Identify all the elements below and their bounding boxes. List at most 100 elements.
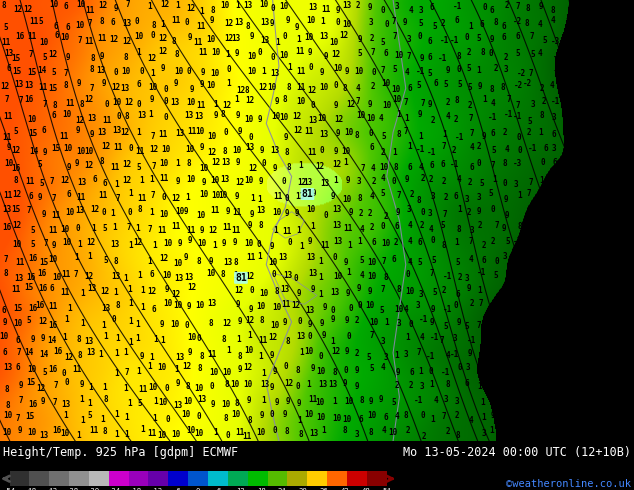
Bar — [248, 471, 268, 486]
Text: 11: 11 — [171, 16, 180, 25]
Bar — [129, 471, 148, 486]
Text: -3: -3 — [553, 51, 562, 61]
Text: 1: 1 — [199, 7, 204, 16]
Text: 8: 8 — [63, 81, 68, 90]
Text: 2: 2 — [395, 381, 399, 390]
Text: 1: 1 — [77, 431, 81, 440]
Text: 7: 7 — [592, 397, 597, 406]
Text: 5: 5 — [391, 398, 396, 407]
Text: 4: 4 — [538, 49, 542, 58]
Text: 8: 8 — [333, 368, 337, 377]
Text: 11: 11 — [158, 130, 167, 139]
Text: 1: 1 — [124, 384, 128, 393]
Text: 13: 13 — [3, 363, 12, 371]
Text: 5: 5 — [138, 399, 142, 408]
Text: -3: -3 — [576, 380, 586, 389]
Text: 13: 13 — [223, 258, 233, 267]
Text: 0: 0 — [102, 208, 107, 217]
Text: 11: 11 — [296, 67, 305, 75]
Text: 9: 9 — [490, 398, 495, 408]
Text: 9: 9 — [344, 67, 349, 76]
Text: 6: 6 — [470, 163, 474, 172]
Text: 8: 8 — [116, 301, 120, 310]
Text: 1: 1 — [226, 79, 231, 88]
Text: 12: 12 — [86, 238, 96, 247]
Text: 8: 8 — [89, 65, 94, 74]
Text: 10: 10 — [272, 112, 281, 122]
Text: 7: 7 — [526, 189, 531, 198]
Text: 1: 1 — [321, 426, 326, 435]
Text: 8: 8 — [442, 241, 446, 250]
Text: -1: -1 — [413, 396, 423, 405]
Text: 12: 12 — [23, 5, 32, 14]
Text: 11: 11 — [147, 429, 156, 438]
Text: 16: 16 — [35, 301, 44, 310]
Text: 2: 2 — [408, 381, 413, 390]
Text: 13: 13 — [261, 18, 270, 27]
Text: 9: 9 — [626, 5, 631, 14]
Text: 11: 11 — [196, 101, 205, 110]
Text: 9: 9 — [190, 85, 194, 94]
Text: 1: 1 — [87, 399, 93, 408]
Text: 9: 9 — [200, 79, 204, 89]
Text: 9: 9 — [307, 49, 312, 57]
Text: 2: 2 — [371, 82, 375, 91]
Text: 15: 15 — [27, 68, 36, 77]
Text: -1: -1 — [488, 113, 497, 122]
Text: 2: 2 — [441, 286, 446, 295]
Text: 2: 2 — [505, 1, 509, 10]
Text: -3: -3 — [562, 164, 571, 173]
Text: 9: 9 — [174, 79, 179, 88]
Text: 6: 6 — [150, 270, 154, 279]
Text: 0: 0 — [516, 133, 521, 142]
Text: -3: -3 — [589, 351, 598, 360]
Text: 6: 6 — [455, 16, 459, 25]
Text: 0: 0 — [150, 31, 155, 41]
Text: 7: 7 — [501, 337, 505, 345]
Text: 3: 3 — [551, 113, 556, 122]
Text: 8: 8 — [358, 194, 362, 203]
Text: 2: 2 — [420, 174, 425, 183]
Text: 10: 10 — [247, 52, 256, 61]
Text: 12: 12 — [75, 116, 85, 125]
Text: 9: 9 — [501, 224, 506, 233]
Text: -3: -3 — [513, 159, 522, 168]
Text: -42: -42 — [45, 488, 58, 490]
Text: 4: 4 — [579, 321, 584, 330]
Text: 0: 0 — [494, 257, 499, 267]
Text: 9: 9 — [3, 318, 8, 327]
Text: -3: -3 — [626, 22, 634, 31]
Text: Height/Temp. 925 hPa [gdpm] ECMWF: Height/Temp. 925 hPa [gdpm] ECMWF — [3, 446, 238, 459]
Text: 7: 7 — [515, 2, 520, 11]
Text: 10: 10 — [60, 33, 69, 43]
Text: -1: -1 — [441, 368, 450, 377]
Text: 10: 10 — [247, 67, 257, 76]
Text: 7: 7 — [77, 36, 82, 45]
Text: 2: 2 — [430, 117, 435, 125]
Text: 0: 0 — [502, 179, 507, 188]
Text: 5: 5 — [51, 68, 56, 77]
Text: 1: 1 — [152, 241, 157, 250]
Text: 6: 6 — [111, 18, 115, 27]
Text: -3: -3 — [621, 300, 630, 309]
Text: 14: 14 — [48, 336, 56, 345]
Text: 9: 9 — [346, 175, 351, 185]
Text: 10: 10 — [270, 321, 279, 330]
Text: 6: 6 — [383, 49, 388, 57]
Text: 8: 8 — [77, 335, 82, 344]
Text: 1: 1 — [384, 318, 389, 327]
Text: -1: -1 — [513, 112, 522, 121]
Text: 1: 1 — [135, 224, 139, 234]
Text: 2: 2 — [477, 142, 482, 151]
Text: 3: 3 — [395, 2, 399, 11]
Text: 12: 12 — [307, 86, 316, 95]
Text: 10: 10 — [333, 414, 342, 423]
Text: 13: 13 — [120, 84, 130, 93]
Text: 3: 3 — [614, 3, 618, 12]
Text: 10: 10 — [344, 397, 354, 406]
Text: 4: 4 — [600, 271, 605, 281]
Text: 7: 7 — [406, 52, 411, 61]
Text: 7: 7 — [591, 224, 595, 233]
Text: 9: 9 — [538, 2, 543, 11]
Text: 15: 15 — [25, 413, 34, 421]
